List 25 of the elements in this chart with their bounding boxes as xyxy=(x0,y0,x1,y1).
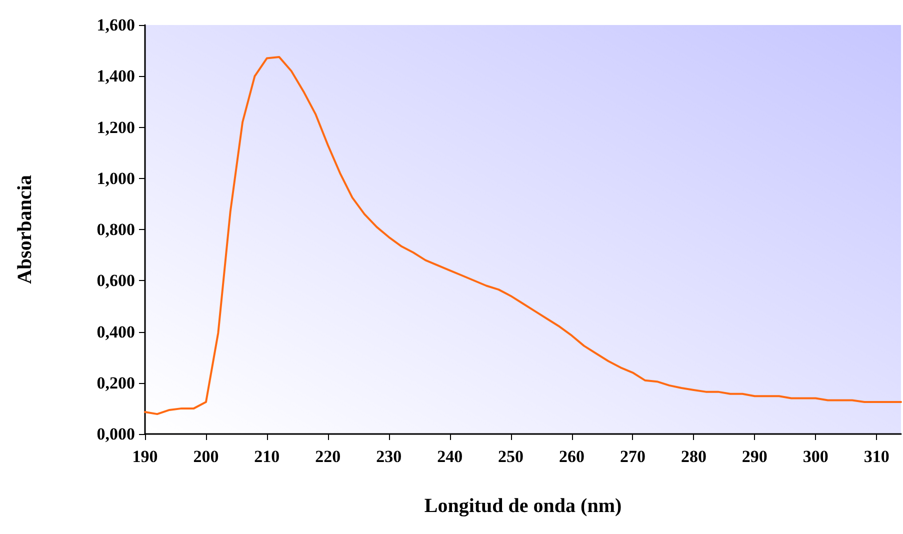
x-tick-label: 300 xyxy=(802,447,828,466)
y-tick-label: 1,400 xyxy=(96,66,135,86)
y-axis-title: Absorbancia xyxy=(14,175,36,284)
x-tick-label: 240 xyxy=(437,447,463,466)
x-tick-label: 290 xyxy=(742,447,768,466)
x-tick-label: 260 xyxy=(559,447,585,466)
x-tick-label: 230 xyxy=(376,447,402,466)
y-tick-label: 0,000 xyxy=(96,424,135,444)
x-tick-label: 270 xyxy=(620,447,646,466)
x-tick-label: 310 xyxy=(864,447,890,466)
y-tick-label: 0,600 xyxy=(96,271,135,290)
x-tick-label: 190 xyxy=(132,447,158,466)
y-tick-label: 0,800 xyxy=(96,220,135,239)
y-tick-label: 1,600 xyxy=(96,16,135,34)
x-tick-label: 220 xyxy=(315,447,341,466)
y-tick-label: 1,000 xyxy=(96,168,135,188)
x-axis-title: Longitud de onda (nm) xyxy=(424,495,622,517)
x-tick-label: 200 xyxy=(193,447,219,466)
y-tick-label: 1,200 xyxy=(96,118,135,137)
x-tick-label: 250 xyxy=(498,447,524,466)
x-tick-label: 280 xyxy=(680,447,706,466)
line-series xyxy=(144,56,902,416)
x-tick-label: 210 xyxy=(254,447,280,466)
y-tick-label: 0,200 xyxy=(96,373,135,392)
y-tick-label: 0,400 xyxy=(96,322,135,342)
